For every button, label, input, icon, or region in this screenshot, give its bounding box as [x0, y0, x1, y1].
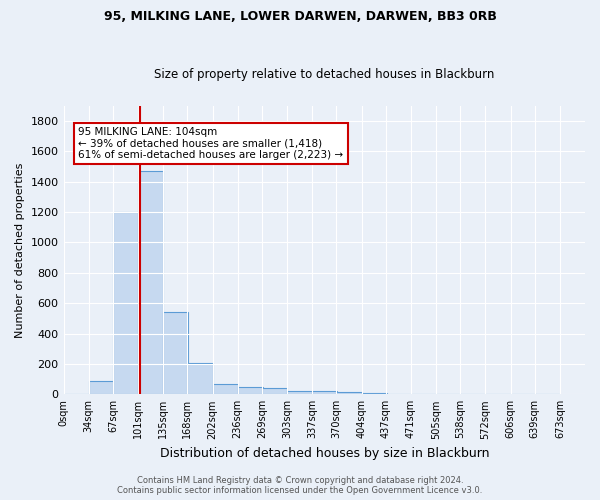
Bar [187, 363, 212, 394]
Y-axis label: Number of detached properties: Number of detached properties [15, 162, 25, 338]
Bar [113, 212, 138, 394]
Bar [163, 312, 188, 394]
Bar [138, 171, 163, 394]
Bar [262, 388, 287, 394]
Text: 95 MILKING LANE: 104sqm
← 39% of detached houses are smaller (1,418)
61% of semi: 95 MILKING LANE: 104sqm ← 39% of detache… [78, 127, 343, 160]
Bar [238, 386, 263, 394]
Bar [337, 392, 362, 394]
X-axis label: Distribution of detached houses by size in Blackburn: Distribution of detached houses by size … [160, 447, 489, 460]
Bar [287, 390, 312, 394]
Bar [312, 390, 337, 394]
Text: Contains HM Land Registry data © Crown copyright and database right 2024.
Contai: Contains HM Land Registry data © Crown c… [118, 476, 482, 495]
Bar [89, 380, 113, 394]
Bar [212, 384, 238, 394]
Bar [362, 393, 386, 394]
Title: Size of property relative to detached houses in Blackburn: Size of property relative to detached ho… [154, 68, 494, 81]
Text: 95, MILKING LANE, LOWER DARWEN, DARWEN, BB3 0RB: 95, MILKING LANE, LOWER DARWEN, DARWEN, … [104, 10, 496, 23]
